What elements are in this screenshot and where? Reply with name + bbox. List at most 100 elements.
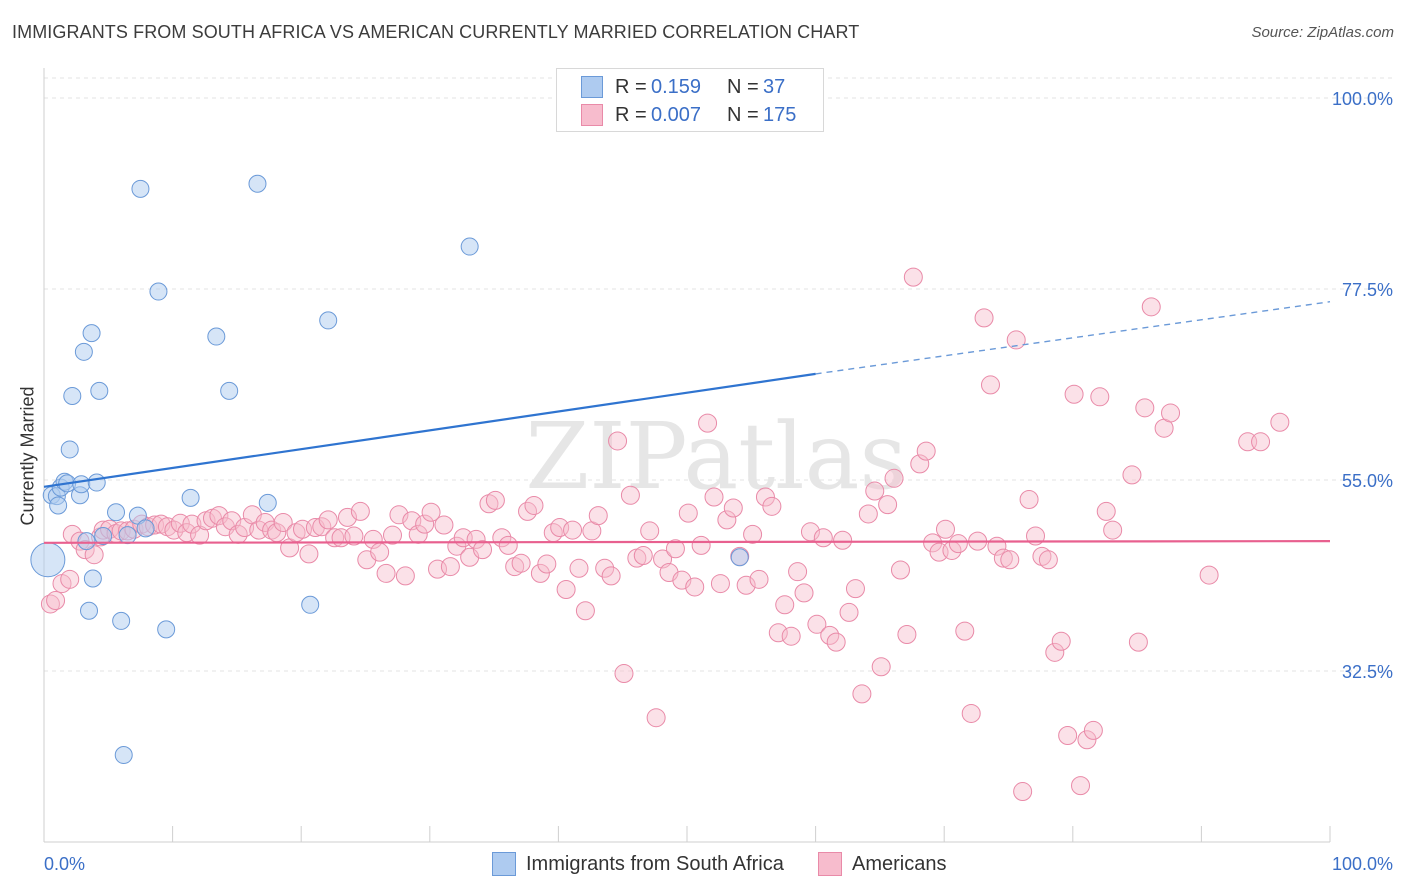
south-africa-point (72, 475, 91, 494)
south-africa-point (730, 548, 749, 567)
series-legend: Immigrants from South Africa Americans (0, 852, 1406, 878)
american-point (620, 485, 640, 505)
south-africa-point (94, 527, 113, 546)
source-label: Source: ZipAtlas.com (1251, 24, 1394, 41)
south-africa-point (60, 440, 79, 459)
american-point (415, 514, 435, 534)
r-label: R = (615, 103, 647, 126)
american-point (788, 562, 808, 582)
american-point (955, 621, 975, 641)
south-africa-point (131, 179, 150, 198)
american-point (1103, 520, 1123, 540)
american-point (749, 569, 769, 589)
american-point (595, 558, 615, 578)
american-point (833, 530, 853, 550)
legend-label: Americans (852, 852, 947, 875)
american-point (794, 583, 814, 603)
south-africa-trend-extension (815, 301, 1331, 375)
y-tick-label: 100.0% (1332, 89, 1393, 109)
south-africa-point (82, 324, 101, 343)
american-point (1251, 432, 1271, 452)
american-point (781, 626, 801, 646)
american-point (723, 498, 743, 518)
american-point (614, 664, 634, 684)
american-point (466, 529, 486, 549)
american-point (524, 495, 544, 515)
blue-swatch (581, 76, 603, 98)
american-point (1045, 642, 1065, 662)
american-point (743, 524, 763, 544)
american-point (691, 535, 711, 555)
n-label: N = (727, 75, 759, 98)
american-point (601, 566, 621, 586)
american-point (858, 504, 878, 524)
american-point (1096, 501, 1116, 521)
american-point (903, 267, 923, 287)
american-point (1122, 465, 1142, 485)
south-africa-point (112, 611, 131, 630)
american-point (710, 574, 730, 594)
american-point (60, 569, 80, 589)
american-point (1038, 550, 1058, 570)
legend-item-south-africa[interactable]: Immigrants from South Africa (492, 852, 784, 876)
south-africa-point (83, 569, 102, 588)
american-point (839, 602, 859, 622)
american-point (948, 534, 968, 554)
american-point (46, 591, 66, 611)
american-point (755, 487, 775, 507)
american-point (762, 496, 782, 516)
american-point (910, 454, 930, 474)
american-point (980, 375, 1000, 395)
american-point (350, 501, 370, 521)
american-point (1090, 387, 1110, 407)
south-africa-point (220, 381, 239, 400)
american-point (434, 515, 454, 535)
blue-swatch (492, 852, 516, 876)
south-africa-point (63, 386, 82, 405)
south-africa-point (77, 532, 96, 551)
american-point (878, 495, 898, 515)
american-point (633, 546, 653, 566)
south-africa-point (49, 496, 68, 515)
american-point (511, 553, 531, 573)
pink-swatch (581, 104, 603, 126)
x-tick-label: 0.0% (44, 854, 85, 874)
american-point (1083, 720, 1103, 740)
y-tick-label: 77.5% (1342, 280, 1393, 300)
american-point (1013, 782, 1033, 802)
american-point (563, 520, 583, 540)
y-tick-label: 32.5% (1342, 662, 1393, 682)
american-point (993, 548, 1013, 568)
correlation-legend: R = 0.159 N = 37 R = 0.007 N = 175 (556, 68, 824, 132)
south-africa-point (90, 381, 109, 400)
american-point (1006, 330, 1026, 350)
americans-trend (43, 540, 1331, 544)
americans-points (40, 267, 1290, 802)
legend-row-south-africa: R = 0.159 N = 37 (581, 73, 785, 101)
american-point (1019, 490, 1039, 510)
american-point (395, 566, 415, 586)
american-point (40, 594, 60, 614)
american-point (717, 510, 737, 530)
american-point (498, 535, 518, 555)
south-africa-point (80, 601, 99, 620)
south-africa-point (460, 237, 479, 256)
american-point (890, 560, 910, 580)
american-point (884, 468, 904, 488)
american-point (485, 490, 505, 510)
south-africa-trend (43, 372, 816, 488)
american-point (1270, 412, 1290, 432)
south-africa-point (319, 311, 338, 330)
legend-row-americans: R = 0.007 N = 175 (581, 101, 796, 129)
american-point (897, 624, 917, 644)
south-africa-points (30, 174, 749, 765)
american-point (376, 563, 396, 583)
american-point (736, 575, 756, 595)
american-point (698, 413, 718, 433)
south-africa-point (107, 503, 126, 522)
american-point (530, 563, 550, 583)
legend-item-americans[interactable]: Americans (818, 852, 946, 876)
x-tick-label: 100.0% (1332, 854, 1393, 874)
american-point (1064, 384, 1084, 404)
american-point (421, 502, 441, 522)
